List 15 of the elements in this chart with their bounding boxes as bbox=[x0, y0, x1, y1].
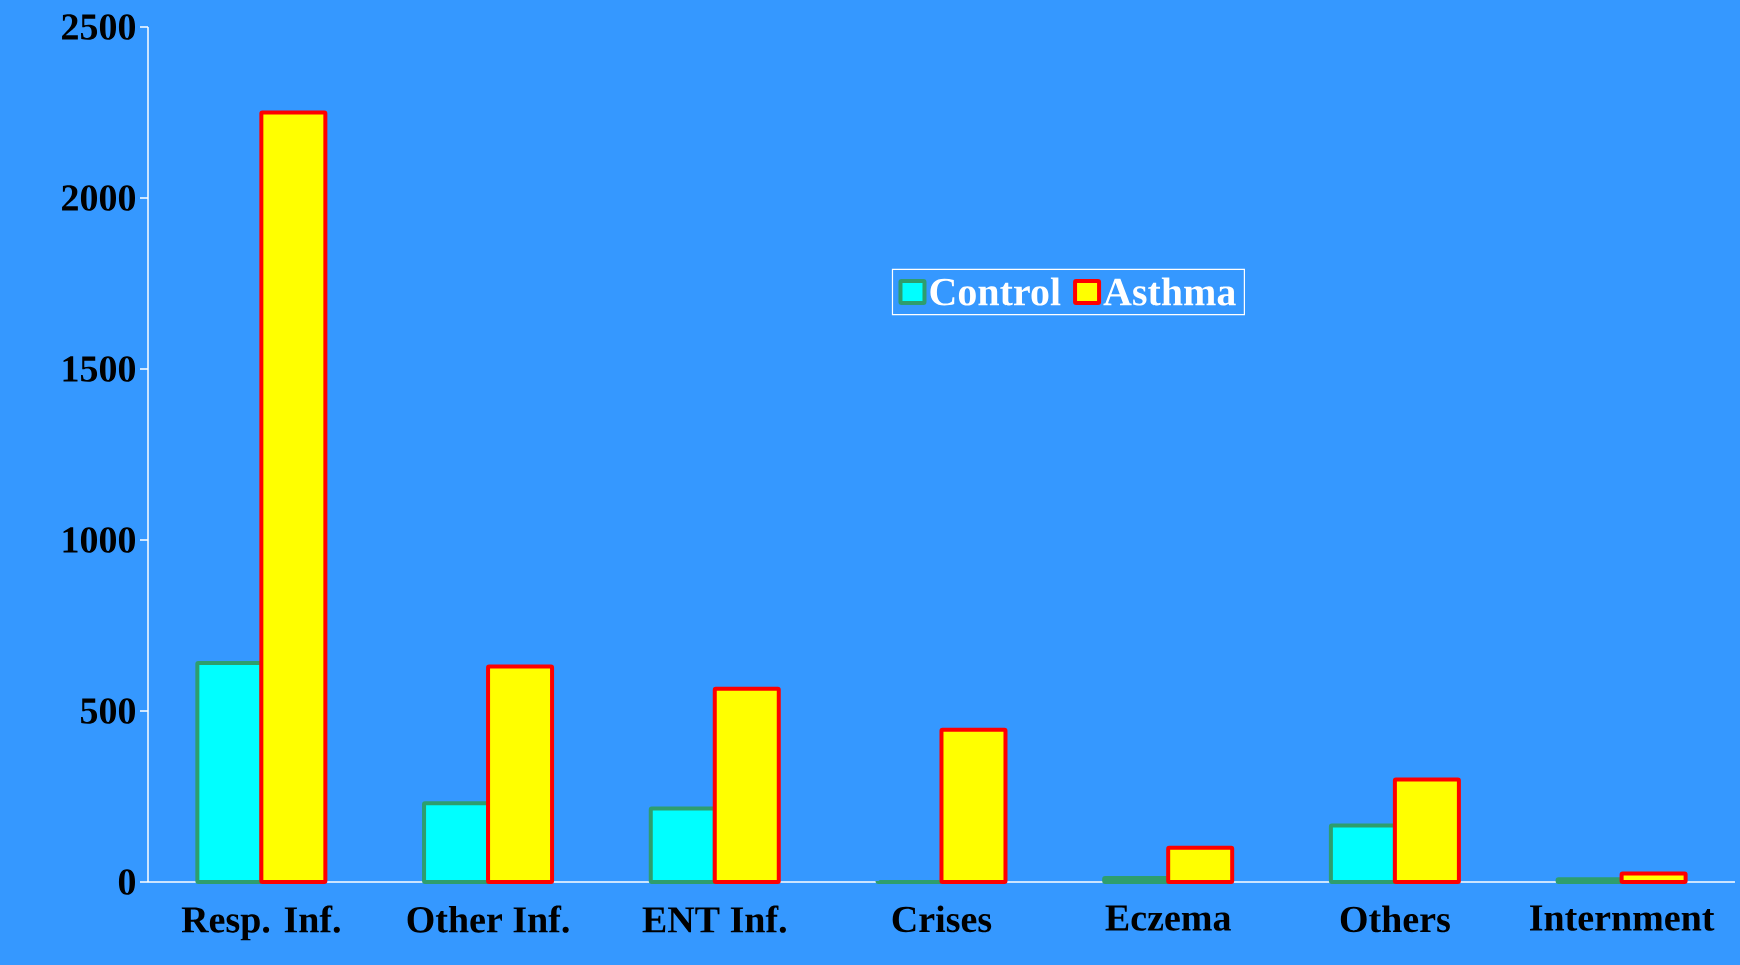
y-tick-label: 2000 bbox=[62, 185, 136, 211]
x-tick-label: Resp. Inf. bbox=[181, 905, 340, 941]
y-tick-label: 2500 bbox=[62, 14, 136, 40]
legend-label: Control bbox=[930, 277, 1061, 306]
y-tick-label: 500 bbox=[80, 698, 136, 724]
x-tick-label: ENT Inf. bbox=[642, 905, 786, 933]
y-tick-label: 0 bbox=[118, 869, 136, 895]
x-tick-label: Other Inf. bbox=[407, 905, 569, 933]
y-tick-label: 1000 bbox=[63, 527, 136, 553]
x-tick-label: Crises bbox=[892, 905, 992, 933]
y-tick-label: 1500 bbox=[63, 356, 136, 382]
x-tick-label: Eczema bbox=[1105, 905, 1231, 931]
x-tick-label: Others bbox=[1340, 905, 1450, 933]
legend-label: Asthma bbox=[1103, 277, 1236, 306]
x-tick-label: Internment bbox=[1530, 905, 1715, 931]
